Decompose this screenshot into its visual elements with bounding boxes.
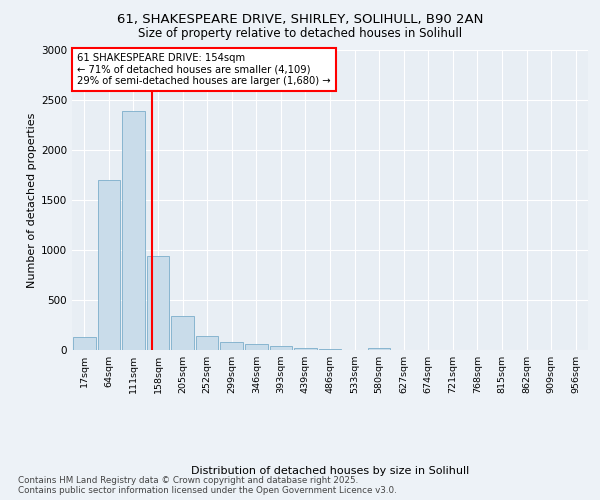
Bar (98, 180, 120, 350)
Y-axis label: Number of detached properties: Number of detached properties (27, 112, 37, 288)
Bar (294, 348, 317, 350)
Text: 61 SHAKESPEARE DRIVE: 154sqm
← 71% of detached houses are smaller (4,109)
29% of: 61 SHAKESPEARE DRIVE: 154sqm ← 71% of de… (77, 53, 331, 86)
Bar (146, 256, 169, 350)
Bar (245, 344, 268, 350)
X-axis label: Distribution of detached houses by size in Solihull: Distribution of detached houses by size … (191, 466, 469, 475)
Bar (319, 349, 341, 350)
Text: 61, SHAKESPEARE DRIVE, SHIRLEY, SOLIHULL, B90 2AN: 61, SHAKESPEARE DRIVE, SHIRLEY, SOLIHULL… (117, 12, 483, 26)
Bar (220, 342, 243, 350)
Bar (368, 348, 391, 350)
Text: Contains HM Land Registry data © Crown copyright and database right 2025.
Contai: Contains HM Land Registry data © Crown c… (18, 476, 397, 495)
Text: Size of property relative to detached houses in Solihull: Size of property relative to detached ho… (138, 28, 462, 40)
Bar (73, 337, 95, 350)
Bar (269, 346, 292, 350)
Bar (122, 111, 145, 350)
Bar (196, 336, 218, 350)
Bar (171, 316, 194, 350)
